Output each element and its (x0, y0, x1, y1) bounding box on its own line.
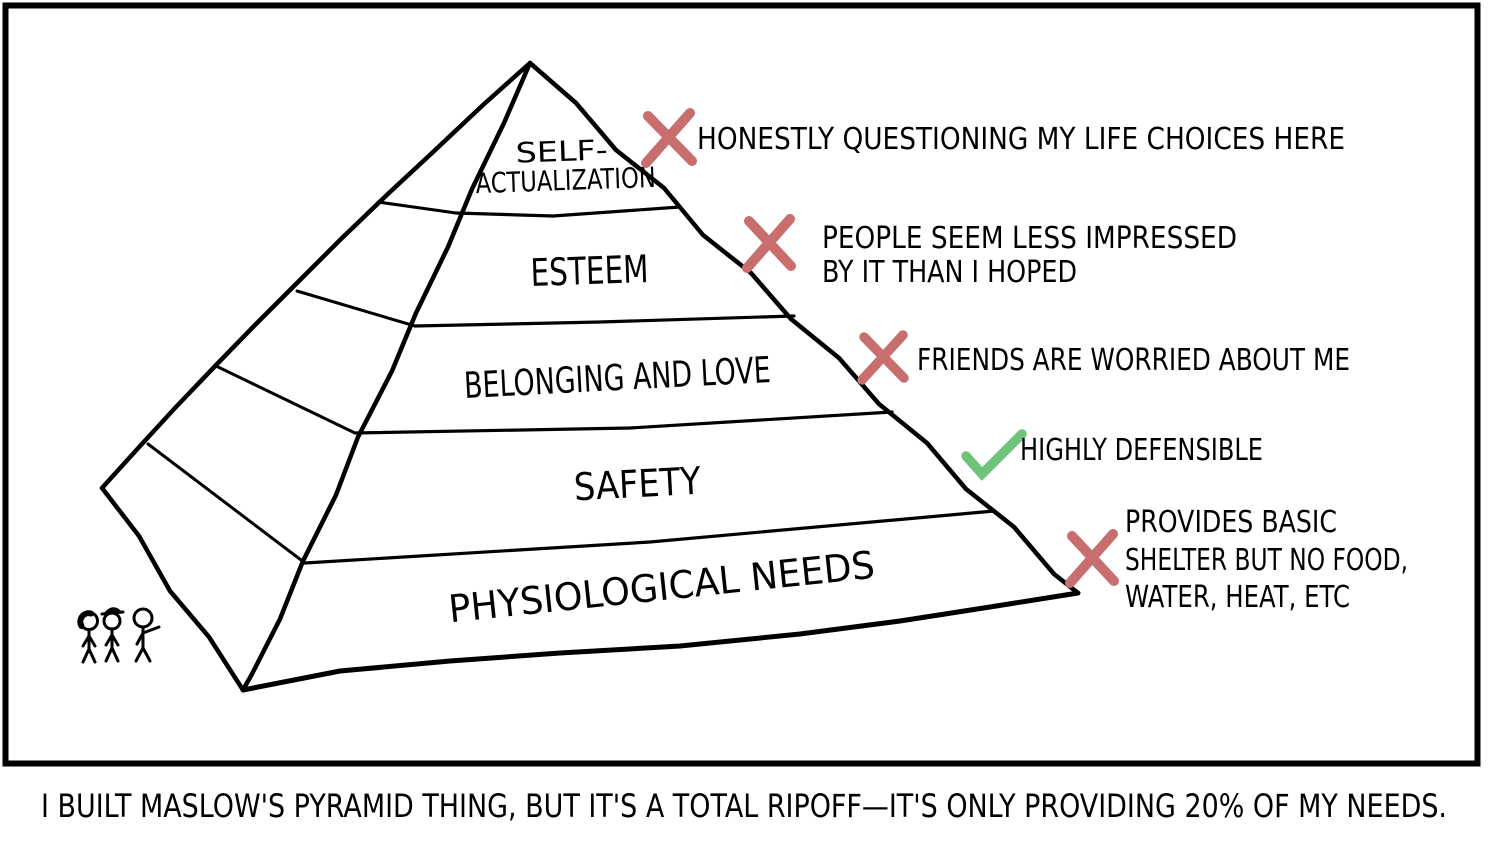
level-label-self-actualization-line1: SELF- (515, 133, 608, 169)
pyramid (99, 60, 1081, 693)
hair-icon (77, 610, 94, 629)
level-divider-side-3 (214, 364, 357, 435)
level-divider-front-3 (353, 410, 894, 435)
stick-figure-pointing (132, 607, 161, 663)
annotation-text: PROVIDES BASIC (1125, 505, 1337, 540)
level-divider-front-1 (454, 205, 682, 218)
pyramid-bottom-front-edge (240, 590, 1081, 693)
level-label-self-actualization-line2: ACTUALIZATION (475, 161, 656, 200)
level-divider-side-2 (295, 289, 417, 328)
annotation-text: WATER, HEAT, ETC (1125, 580, 1350, 615)
pyramid-bottom-left-edge (99, 485, 246, 693)
annotation-text: PEOPLE SEEM LESS IMPRESSED (822, 221, 1237, 256)
level-divider-side-4 (146, 442, 307, 565)
level-label-physiological-needs: PHYSIOLOGICAL NEEDS (447, 543, 877, 631)
stick-figure-hat (100, 607, 125, 663)
annotation-marks (641, 108, 1119, 588)
x-mark-icon (641, 108, 697, 168)
level-label-safety: SAFETY (573, 459, 703, 510)
level-divider-front-2 (413, 314, 796, 328)
pyramid-front-ridge (240, 60, 533, 693)
level-divider-front-4 (303, 509, 996, 565)
stick-figures (77, 607, 161, 664)
annotation-text: BY IT THAN I HOPED (822, 255, 1077, 290)
stick-figure-dark-hair (77, 610, 99, 664)
level-label-belonging-and-love: BELONGING AND LOVE (463, 350, 772, 407)
panel-border (2, 2, 1481, 767)
x-mark-icon (742, 214, 796, 273)
annotation-texts: HONESTLY QUESTIONING MY LIFE CHOICES HER… (697, 122, 1408, 615)
hat-icon (104, 607, 122, 615)
annotation-text: SHELTER BUT NO FOOD, (1125, 543, 1408, 578)
annotation-text: FRIENDS ARE WORRIED ABOUT ME (917, 343, 1350, 378)
x-mark-icon (1065, 529, 1119, 588)
check-mark-icon (961, 429, 1027, 481)
caption: I BUILT MASLOW'S PYRAMID THING, BUT IT'S… (41, 787, 1447, 825)
x-mark-icon (857, 330, 909, 385)
pyramid-right-edge (527, 60, 1081, 596)
annotation-text: HONESTLY QUESTIONING MY LIFE CHOICES HER… (697, 122, 1345, 157)
pyramid-left-edge (99, 60, 533, 491)
level-divider-side-1 (376, 200, 458, 215)
level-label-esteem: ESTEEM (530, 247, 649, 295)
annotation-text: HIGHLY DEFENSIBLE (1020, 433, 1263, 468)
